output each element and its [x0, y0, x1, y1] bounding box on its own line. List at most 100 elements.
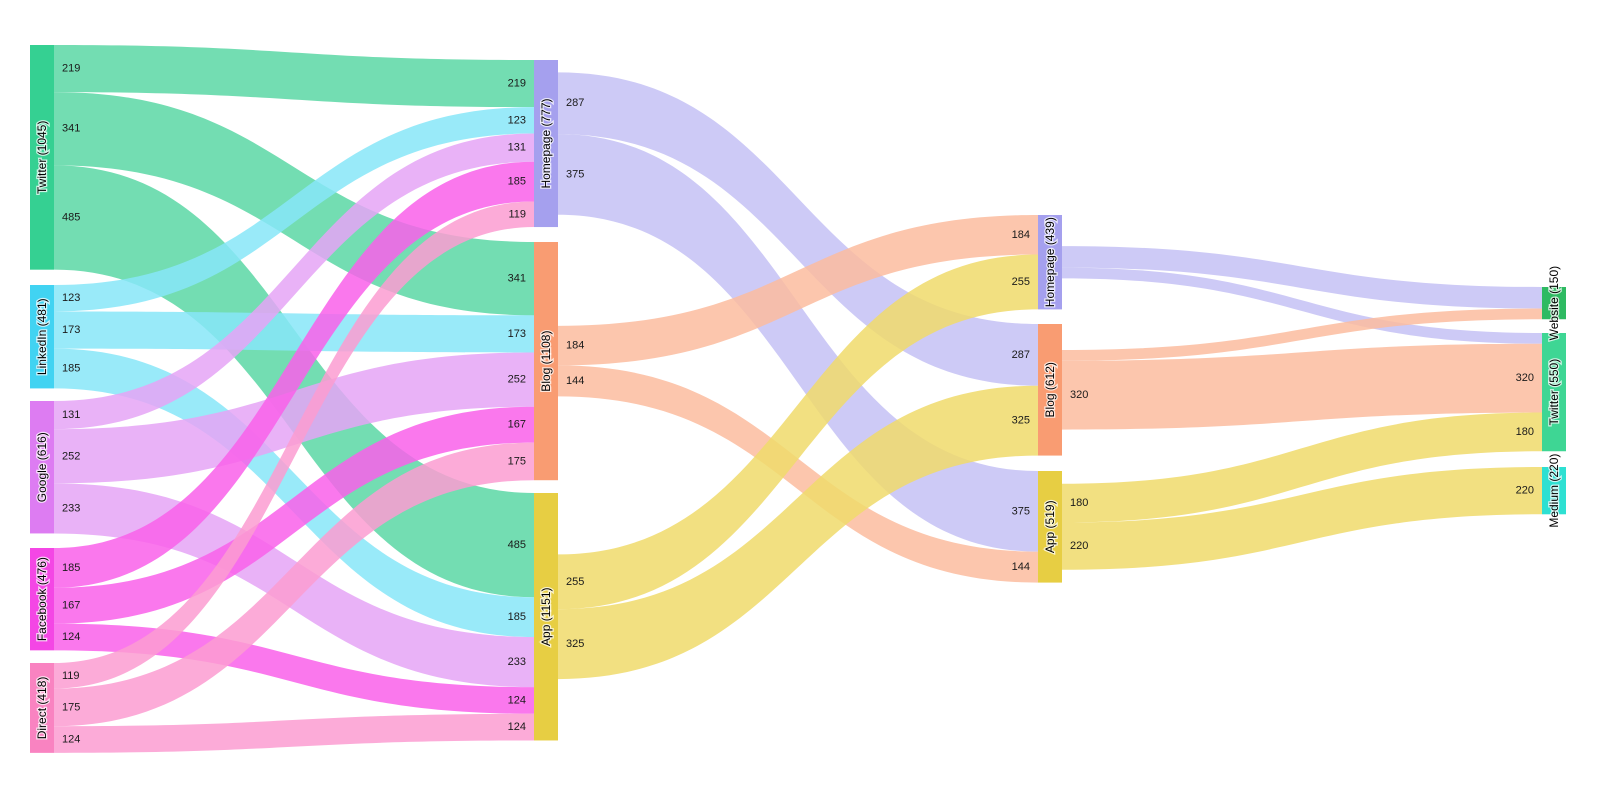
flow-value-source-app-2-twitter-3: 180 [1070, 497, 1088, 509]
flow-value-source-facebook-0-app-1: 124 [62, 631, 80, 643]
flow-blog-1-to-app-2[interactable] [558, 365, 1038, 583]
flow-google-0-to-blog-1[interactable] [54, 352, 534, 484]
flow-value-source-direct-0-app-1: 124 [62, 734, 80, 746]
flow-blog-2-to-twitter-3[interactable] [1062, 343, 1542, 430]
node-website-3[interactable] [1542, 287, 1566, 320]
node-label-blog-1: Blog (1108) [539, 331, 553, 392]
node-google-0[interactable] [30, 401, 54, 534]
node-label-website-3: Website (150) [1547, 266, 1561, 340]
flow-blog-1-to-homepage-2[interactable] [558, 215, 1038, 366]
flow-value-target-twitter-0-blog-1: 341 [508, 273, 526, 285]
flow-value-source-linkedin-0-blog-1: 173 [62, 324, 80, 336]
flow-value-source-twitter-0-blog-1: 341 [62, 123, 80, 135]
node-label-medium-3: Medium (220) [1547, 454, 1561, 528]
node-app-2[interactable] [1038, 471, 1062, 583]
flow-blog-2-to-website-3[interactable] [1062, 308, 1542, 361]
flow-value-target-facebook-0-homepage-1: 185 [508, 176, 526, 188]
node-label-homepage-1: Homepage (777) [539, 98, 553, 188]
flow-value-source-blog-1-app-2: 144 [566, 375, 584, 387]
flow-value-source-app-2-medium-3: 220 [1070, 540, 1088, 552]
flow-value-source-app-1-blog-2: 325 [566, 638, 584, 650]
node-linkedin-0[interactable] [30, 285, 54, 389]
flow-value-source-app-1-homepage-2: 255 [566, 576, 584, 588]
flow-app-1-to-homepage-2[interactable] [558, 254, 1038, 610]
node-twitter-3[interactable] [1542, 333, 1566, 452]
node-label-google-0: Google (616) [35, 432, 49, 502]
flow-value-target-homepage-1-app-2: 375 [1012, 505, 1030, 517]
flow-facebook-0-to-app-1[interactable] [54, 623, 534, 714]
flow-value-target-direct-0-homepage-1: 119 [508, 208, 526, 220]
flow-value-source-facebook-0-homepage-1: 185 [62, 562, 80, 574]
flow-value-source-direct-0-homepage-1: 119 [62, 670, 80, 682]
node-medium-3[interactable] [1542, 467, 1566, 515]
flow-value-source-direct-0-blog-1: 175 [62, 701, 80, 713]
flow-value-source-google-0-app-1: 233 [62, 502, 80, 514]
node-homepage-2[interactable] [1038, 215, 1062, 310]
node-blog-1[interactable] [534, 242, 558, 481]
node-facebook-0[interactable] [30, 548, 54, 651]
node-twitter-0[interactable] [30, 45, 54, 270]
flow-value-target-blog-1-app-2: 144 [1012, 561, 1030, 573]
flow-app-2-to-medium-3[interactable] [1062, 467, 1542, 570]
flow-value-source-twitter-0-app-1: 485 [62, 212, 80, 224]
node-label-twitter-3: Twitter (550) [1547, 359, 1561, 426]
flow-value-target-linkedin-0-homepage-1: 123 [508, 114, 526, 126]
node-app-1[interactable] [534, 493, 558, 741]
flow-value-source-google-0-homepage-1: 131 [62, 409, 80, 421]
flow-value-target-app-1-blog-2: 325 [1012, 415, 1030, 427]
flow-facebook-0-to-homepage-1[interactable] [54, 161, 534, 588]
flow-value-target-twitter-0-homepage-1: 219 [508, 78, 526, 90]
flow-facebook-0-to-blog-1[interactable] [54, 406, 534, 624]
flow-value-target-blog-1-homepage-2: 184 [1012, 229, 1030, 241]
flow-value-source-homepage-1-app-2: 375 [566, 168, 584, 180]
flow-value-target-linkedin-0-blog-1: 173 [508, 328, 526, 340]
node-label-linkedin-0: LinkedIn (481) [35, 298, 49, 375]
flow-homepage-2-to-website-3[interactable] [1062, 246, 1542, 309]
node-label-app-1: App (1151) [539, 587, 553, 645]
flow-twitter-0-to-homepage-1[interactable] [54, 45, 534, 108]
flow-value-source-twitter-0-homepage-1: 219 [62, 63, 80, 75]
flow-direct-0-to-homepage-1[interactable] [54, 201, 534, 689]
flow-value-source-linkedin-0-homepage-1: 123 [62, 292, 80, 304]
flow-value-source-blog-1-homepage-2: 184 [566, 340, 584, 352]
flow-value-source-linkedin-0-app-1: 185 [62, 363, 80, 375]
flow-value-target-homepage-1-blog-2: 287 [1012, 349, 1030, 361]
flow-value-target-blog-2-twitter-3: 320 [1516, 372, 1534, 384]
flow-value-source-homepage-1-blog-2: 287 [566, 97, 584, 109]
flow-value-target-app-1-homepage-2: 255 [1012, 276, 1030, 288]
flow-homepage-2-to-twitter-3[interactable] [1062, 267, 1542, 344]
flow-direct-0-to-app-1[interactable] [54, 713, 534, 753]
flow-value-source-blog-2-twitter-3: 320 [1070, 389, 1088, 401]
flow-value-target-google-0-blog-1: 252 [508, 374, 526, 386]
flow-direct-0-to-blog-1[interactable] [54, 442, 534, 727]
flow-app-1-to-blog-2[interactable] [558, 385, 1038, 680]
node-direct-0[interactable] [30, 663, 54, 753]
flow-google-0-to-homepage-1[interactable] [54, 133, 534, 430]
flow-value-source-facebook-0-blog-1: 167 [62, 600, 80, 612]
node-label-twitter-0: Twitter (1045) [35, 121, 49, 194]
flow-linkedin-0-to-app-1[interactable] [54, 348, 534, 638]
flow-value-target-facebook-0-blog-1: 167 [508, 419, 526, 431]
node-label-blog-2: Blog (612) [1043, 362, 1057, 417]
node-label-facebook-0: Facebook (476) [35, 557, 49, 641]
node-label-homepage-2: Homepage (439) [1043, 217, 1057, 307]
node-label-direct-0: Direct (418) [35, 677, 49, 740]
flow-linkedin-0-to-homepage-1[interactable] [54, 107, 534, 312]
flow-value-target-google-0-app-1: 233 [508, 656, 526, 668]
flow-value-target-direct-0-blog-1: 175 [508, 455, 526, 467]
flow-value-target-app-2-twitter-3: 180 [1516, 426, 1534, 438]
flow-value-target-twitter-0-app-1: 485 [508, 539, 526, 551]
node-homepage-1[interactable] [534, 60, 558, 228]
flow-value-target-google-0-homepage-1: 131 [508, 142, 526, 154]
flow-value-source-google-0-blog-1: 252 [62, 450, 80, 462]
node-label-app-2: App (519) [1043, 500, 1057, 553]
node-blog-2[interactable] [1038, 324, 1062, 456]
flow-value-target-facebook-0-app-1: 124 [508, 694, 526, 706]
flow-value-target-direct-0-app-1: 124 [508, 721, 526, 733]
flow-app-2-to-twitter-3[interactable] [1062, 412, 1542, 523]
flow-value-target-linkedin-0-app-1: 185 [508, 611, 526, 623]
flow-linkedin-0-to-blog-1[interactable] [54, 311, 534, 353]
flow-value-target-app-2-medium-3: 220 [1516, 485, 1534, 497]
